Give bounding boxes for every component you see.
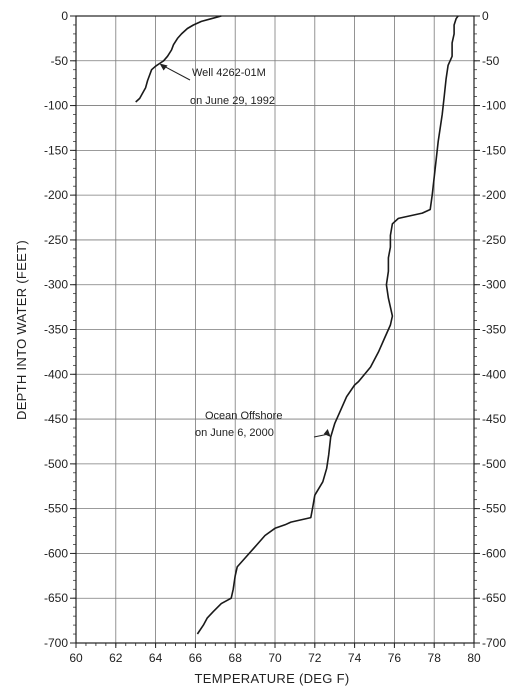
series-line-2	[196, 15, 459, 635]
annotation-well-line2: on June 29, 1992	[190, 95, 275, 107]
x-tick-label: 62	[109, 651, 123, 665]
series-line-1	[135, 15, 222, 103]
y-tick-label-left: -100	[44, 99, 68, 113]
x-tick-label: 80	[467, 651, 481, 665]
x-tick-label: 64	[149, 651, 163, 665]
x-tick-label: 70	[268, 651, 282, 665]
y-tick-label-right: 0	[482, 9, 489, 23]
tick-labels: 60 62 64 66 68 70 72 74 76 78 80 0 0 -50 -50 -100 -100 -1…	[44, 9, 506, 665]
y-tick-label-left: -400	[44, 367, 68, 381]
series	[135, 15, 459, 635]
y-tick-label-right: -50	[482, 54, 500, 68]
y-tick-label-right: -250	[482, 233, 506, 247]
x-tick-label: 60	[69, 651, 83, 665]
y-tick-label-left: -650	[44, 591, 68, 605]
y-tick-label-left: 0	[61, 9, 68, 23]
y-tick-label-left: -50	[51, 54, 69, 68]
y-axis-title: DEPTH INTO WATER (FEET)	[14, 240, 29, 420]
y-tick-label-right: -350	[482, 323, 506, 337]
y-tick-label-left: -600	[44, 546, 68, 560]
y-tick-label-right: -400	[482, 367, 506, 381]
y-tick-label-right: -200	[482, 188, 506, 202]
x-tick-label: 72	[308, 651, 322, 665]
y-tick-label-left: -550	[44, 502, 68, 516]
x-axis-title: TEMPERATURE (DEG F)	[195, 671, 350, 686]
y-tick-label-right: -300	[482, 278, 506, 292]
y-tick-label-right: -500	[482, 457, 506, 471]
x-tick-label: 66	[189, 651, 203, 665]
annotation-well-line1: Well 4262-01M	[192, 67, 266, 79]
x-tick-label: 78	[428, 651, 442, 665]
grid	[76, 16, 474, 643]
x-tick-label: 74	[348, 651, 362, 665]
y-tick-label-left: -200	[44, 188, 68, 202]
y-tick-label-left: -700	[44, 636, 68, 650]
y-tick-label-right: -700	[482, 636, 506, 650]
annotation-leader-well	[162, 65, 191, 81]
y-tick-label-right: -650	[482, 591, 506, 605]
annotation-ocean-line2: on June 6, 2000	[195, 427, 274, 439]
annotation-ocean-line1: Ocean Offshore	[205, 410, 282, 422]
axis-ticks	[70, 15, 480, 648]
y-tick-label-left: -250	[44, 233, 68, 247]
x-tick-label: 76	[388, 651, 402, 665]
y-tick-label-left: -450	[44, 412, 68, 426]
y-tick-label-left: -500	[44, 457, 68, 471]
y-tick-label-left: -150	[44, 143, 68, 157]
y-tick-label-left: -300	[44, 278, 68, 292]
annotation-arrowhead-well	[159, 63, 168, 71]
x-tick-label: 68	[229, 651, 243, 665]
y-tick-label-right: -150	[482, 143, 506, 157]
annotations: Well 4262-01M on June 29, 1992 Ocean Offsh…	[159, 63, 331, 439]
y-tick-label-right: -100	[482, 99, 506, 113]
y-tick-label-left: -350	[44, 323, 68, 337]
annotation-arrowhead-ocean	[323, 428, 331, 437]
y-tick-label-right: -450	[482, 412, 506, 426]
y-tick-label-right: -550	[482, 502, 506, 516]
y-tick-label-right: -600	[482, 546, 506, 560]
